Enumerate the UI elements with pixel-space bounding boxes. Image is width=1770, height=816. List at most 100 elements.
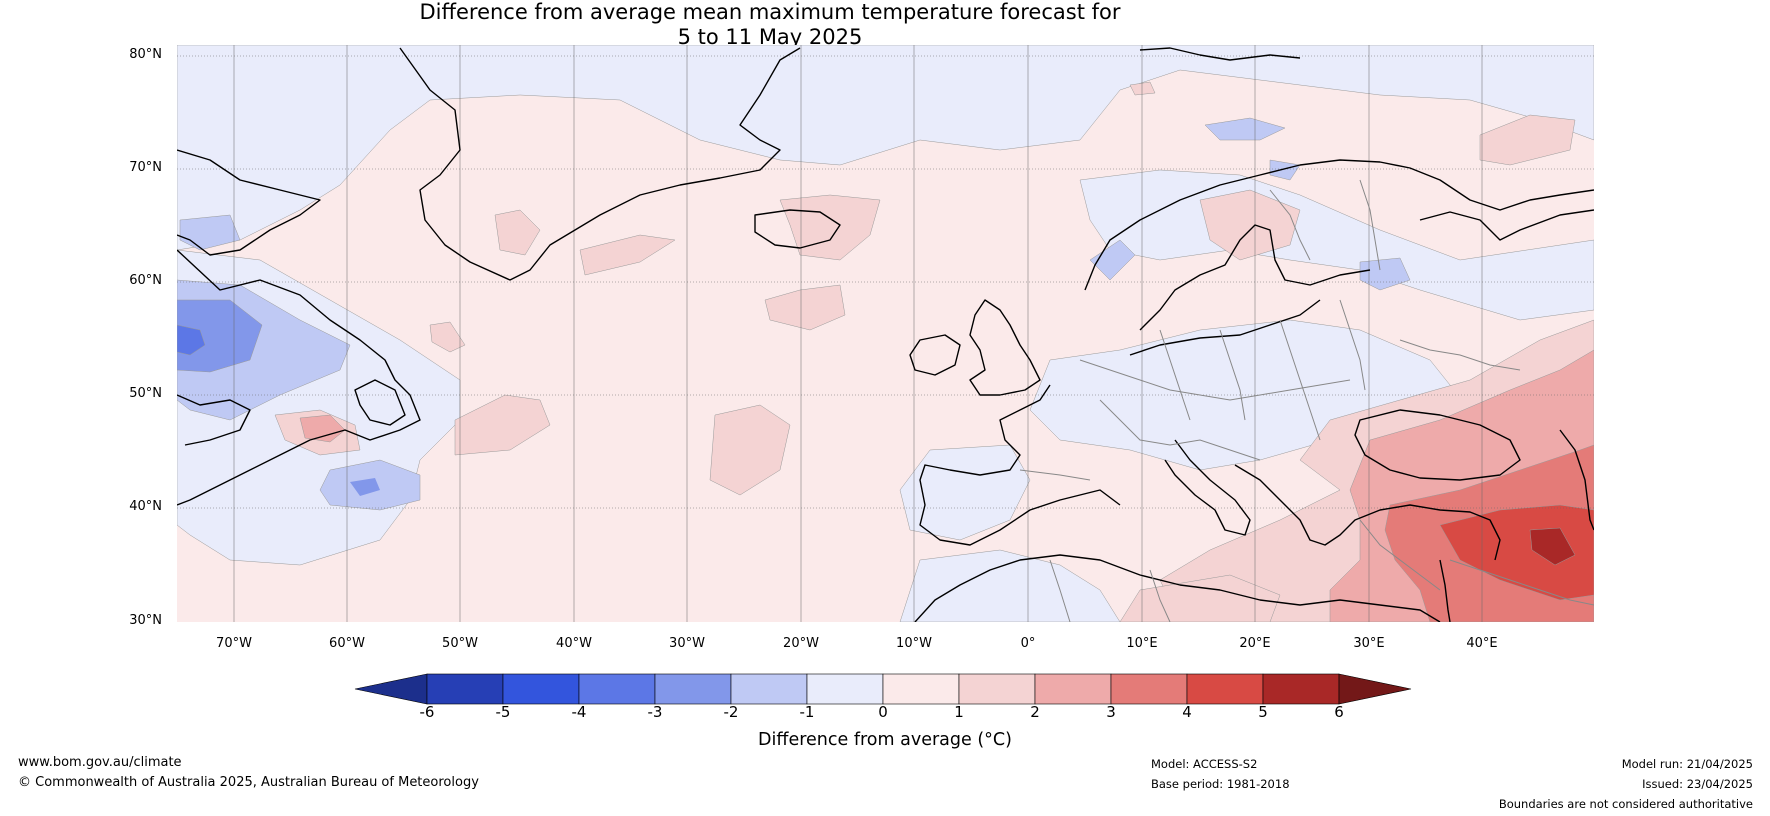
colorbar-tick-label: 5 [1258,703,1268,721]
coast-baffin [177,149,321,256]
warm-1-scandinavia [1199,189,1301,261]
coast-svalbard [1139,47,1301,61]
coastlines [177,47,1594,622]
issued-text: Issued: 23/04/2025 [1642,777,1753,791]
warm-1-svalbard [1129,81,1156,96]
coast-greenland [399,47,801,281]
colorbar-tick-label: -6 [419,703,435,721]
colorbar-segment [654,673,732,705]
colorbar-tick-label: 6 [1334,703,1344,721]
warm-1-atlantic-c [429,321,466,353]
lon-label-20w: 20°W [783,636,819,651]
colorbar-segment [730,673,808,705]
colorbar-tick-label: -3 [647,703,663,721]
model-text: Model: ACCESS-S2 [1151,757,1258,771]
lat-label-60: 60°N [129,273,162,288]
colorbar-segment [958,673,1036,705]
warm-2-newfoundland [299,414,346,443]
lat-label-50: 50°N [129,386,162,401]
graticule [177,55,1594,509]
coast-ireland [909,334,961,376]
coast-newfoundland [354,379,406,426]
coast-italy [1164,439,1251,536]
copyright-text: © Commonwealth of Australia 2025, Austra… [18,775,479,790]
colorbar-segment [1262,673,1340,705]
coast-kola [1419,209,1594,241]
cool-anomaly-arctic [177,45,1594,251]
coast-baltic-south [1129,299,1321,356]
colorbar-tick-label: 3 [1106,703,1116,721]
lat-label-30: 30°N [129,613,162,628]
title-line-1: Difference from average mean maximum tem… [419,0,1121,24]
lon-label-40e: 40°E [1466,636,1498,651]
cool-anomaly-spain [899,444,1031,541]
colorbar-segment [806,673,884,705]
lon-label-60w: 60°W [329,636,365,651]
colorbar-segment [426,673,504,705]
coast-norway [1084,159,1594,291]
colorbar-segment [502,673,580,705]
country-borders [1019,179,1594,622]
coast-north-africa [914,554,1441,622]
cool-2-canada [177,299,263,373]
coast-britain [969,299,1041,396]
cool-2-newfoundland [350,478,380,496]
colorbar-tick-label: -2 [723,703,739,721]
colorbar-tick-label: -5 [495,703,511,721]
lon-label-10e: 10°E [1126,636,1158,651]
colorbar-segment [578,673,656,705]
colorbar-segment [882,673,960,705]
lon-label-70w: 70°W [216,636,252,651]
coast-balkans [1234,464,1501,561]
lat-label-80: 80°N [129,47,162,62]
colorbar-extend-high [1338,673,1412,705]
lat-label-40: 40°N [129,499,162,514]
cool-1-finland [1359,257,1411,291]
colorbar-extend-low [354,673,428,705]
cool-3-canada [177,324,206,356]
coast-black-sea [1354,409,1521,481]
cool-1-norway [1089,239,1136,281]
colorbar-segment [1034,673,1112,705]
warm-1-atlantic-e [709,404,791,496]
colorbar-segment [1110,673,1188,705]
coast-labrador [177,249,421,506]
coast-hudson [177,394,251,446]
warm-5-east [1529,527,1576,566]
warm-1-greenland [494,209,541,256]
cool-1-svalbard-east [1269,159,1301,181]
lon-label-0: 0° [1020,636,1036,651]
colorbar-tick-label: 1 [954,703,964,721]
base-period-text: Base period: 1981-2018 [1151,777,1290,791]
warm-1-africa [1119,574,1281,622]
colorbar-tick-label: 0 [878,703,888,721]
colorbar-tick-label: -4 [571,703,587,721]
colorbar-segment [1186,673,1264,705]
lon-label-50w: 50°W [442,636,478,651]
colorbar-tick-label: -1 [799,703,815,721]
coast-france-spain [919,384,1121,546]
colorbar-tick-label: 2 [1030,703,1040,721]
warm-1-atlantic-b [764,284,846,331]
disclaimer-text: Boundaries are not considered authoritat… [1498,797,1753,811]
lon-label-10w: 10°W [896,636,932,651]
lon-label-30w: 30°W [669,636,705,651]
cool-anomaly-africa [899,549,1121,622]
coast-caspian [1559,429,1594,531]
warm-1-barents [1479,114,1576,166]
map-title: Difference from average mean maximum tem… [0,0,1700,50]
warm-1-atlantic-a [579,234,676,276]
lon-label-20e: 20°E [1239,636,1271,651]
coast-sweden-baltic [1139,224,1371,331]
lat-label-70: 70°N [129,160,162,175]
lon-label-40w: 40°W [556,636,592,651]
cool-1-barents [1204,117,1286,141]
coast-levant [1439,559,1451,622]
meridians [233,45,1483,622]
website-text: www.bom.gov.au/climate [18,755,182,770]
colorbar-tick-label: 4 [1182,703,1192,721]
lon-label-30e: 30°E [1353,636,1385,651]
model-run-text: Model run: 21/04/2025 [1621,757,1753,771]
